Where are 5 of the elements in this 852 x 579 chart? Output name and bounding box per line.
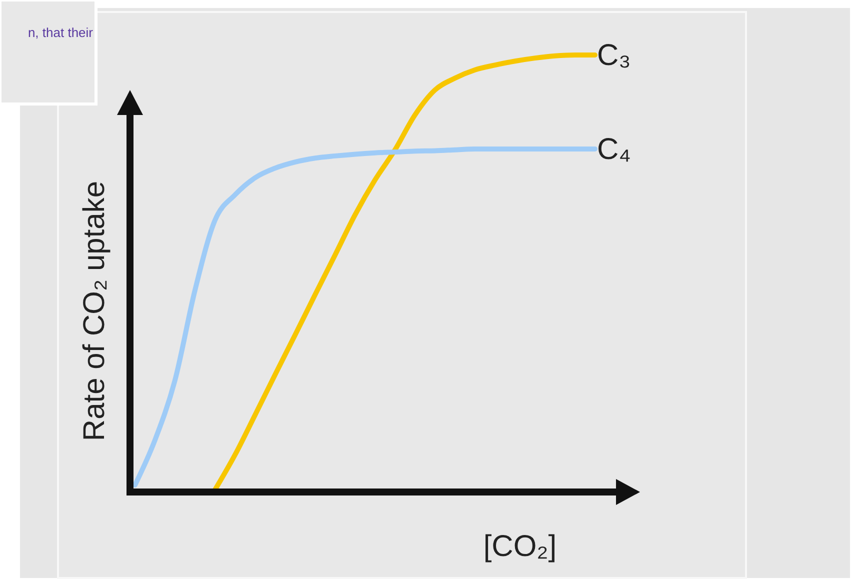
y-axis-title: Rate of CO₂ uptake	[78, 180, 111, 442]
series-label: C₄	[597, 132, 631, 166]
x-axis-title: [CO₂]	[483, 530, 557, 563]
series-label: C₃	[597, 39, 631, 72]
text: n, that their	[28, 25, 94, 40]
